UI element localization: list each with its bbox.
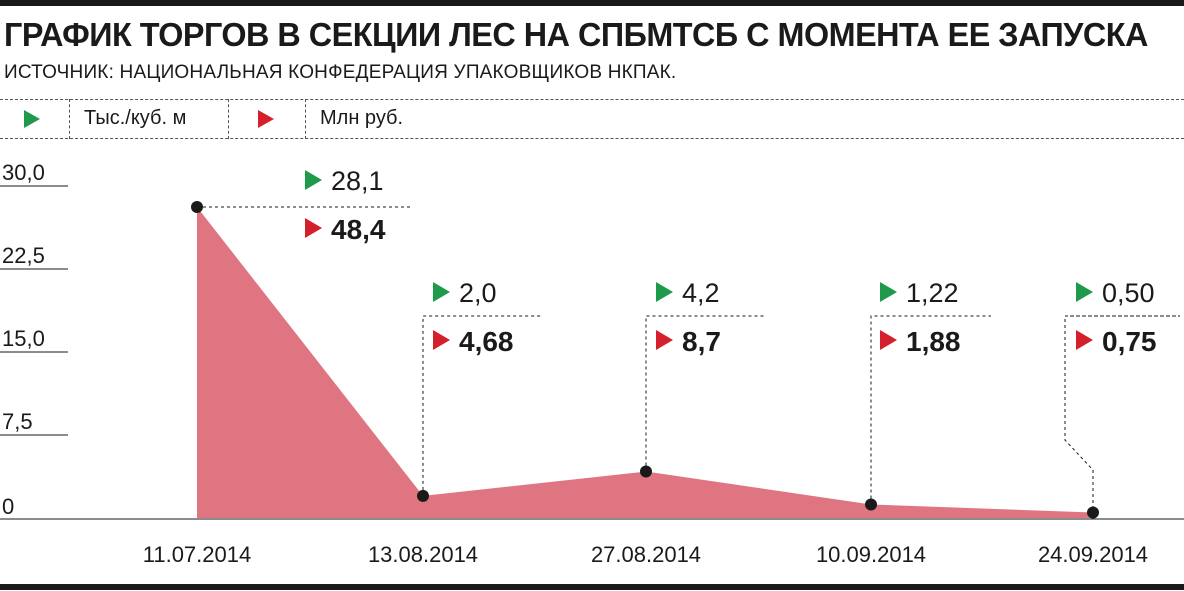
top-rule [0, 0, 1184, 6]
data-point [865, 498, 877, 511]
legend-value-label: Млн руб. [320, 107, 404, 129]
chart-source: ИСТОЧНИК: НАЦИОНАЛЬНАЯ КОНФЕДЕРАЦИЯ УПАК… [4, 62, 677, 83]
legend-divider [228, 99, 229, 139]
green-triangle-icon [1076, 282, 1093, 302]
connector-line [870, 315, 991, 505]
x-tick-label: 10.09.2014 [816, 542, 926, 567]
red-triangle-icon [656, 330, 673, 350]
y-tick-label: 22,5 [2, 243, 45, 268]
data-point [191, 201, 203, 214]
volume-data-label: 2,0 [459, 278, 497, 308]
volume-data-label: 1,22 [906, 278, 959, 308]
x-tick-label: 13.08.2014 [368, 542, 478, 567]
green-triangle-icon [24, 110, 40, 128]
volume-data-label: 4,2 [682, 278, 720, 308]
legend-divider [305, 99, 306, 139]
x-tick-label: 27.08.2014 [591, 542, 701, 567]
red-triangle-icon [1076, 330, 1093, 350]
value-data-label: 0,75 [1102, 326, 1157, 357]
y-tick-label: 0 [2, 494, 14, 519]
data-point [640, 465, 652, 478]
chart-title: ГРАФИК ТОРГОВ В СЕКЦИИ ЛЕС НА СПБМТСБ С … [4, 16, 1148, 53]
y-tick-label: 7,5 [2, 409, 33, 434]
legend-divider [69, 99, 70, 139]
data-point [417, 489, 429, 502]
series-area [197, 207, 1093, 518]
volume-data-label: 28,1 [331, 166, 384, 196]
value-data-label: 4,68 [459, 326, 514, 357]
green-triangle-icon [880, 282, 897, 302]
connector-line [1064, 315, 1180, 513]
connector-line [645, 315, 766, 472]
value-data-label: 48,4 [331, 214, 386, 245]
legend-top-divider [0, 99, 1184, 100]
red-triangle-icon [880, 330, 897, 350]
y-tick-label: 30,0 [2, 160, 45, 185]
data-point [1087, 506, 1099, 519]
green-triangle-icon [433, 282, 450, 302]
red-triangle-icon [305, 218, 322, 238]
legend-bottom-divider [0, 138, 1184, 139]
y-tick-label: 15,0 [2, 326, 45, 351]
legend: Тыс./куб. м Млн руб. [0, 99, 1184, 139]
value-data-label: 8,7 [682, 326, 721, 357]
value-data-label: 1,88 [906, 326, 961, 357]
legend-volume-label: Тыс./куб. м [84, 107, 187, 129]
green-triangle-icon [305, 170, 322, 190]
x-tick-label: 24.09.2014 [1038, 542, 1148, 567]
volume-data-label: 0,50 [1102, 278, 1155, 308]
x-tick-label: 11.07.2014 [143, 542, 251, 567]
bottom-rule [0, 584, 1184, 590]
red-triangle-icon [258, 110, 274, 128]
connector-line [422, 315, 543, 496]
green-triangle-icon [656, 282, 673, 302]
red-triangle-icon [433, 330, 450, 350]
